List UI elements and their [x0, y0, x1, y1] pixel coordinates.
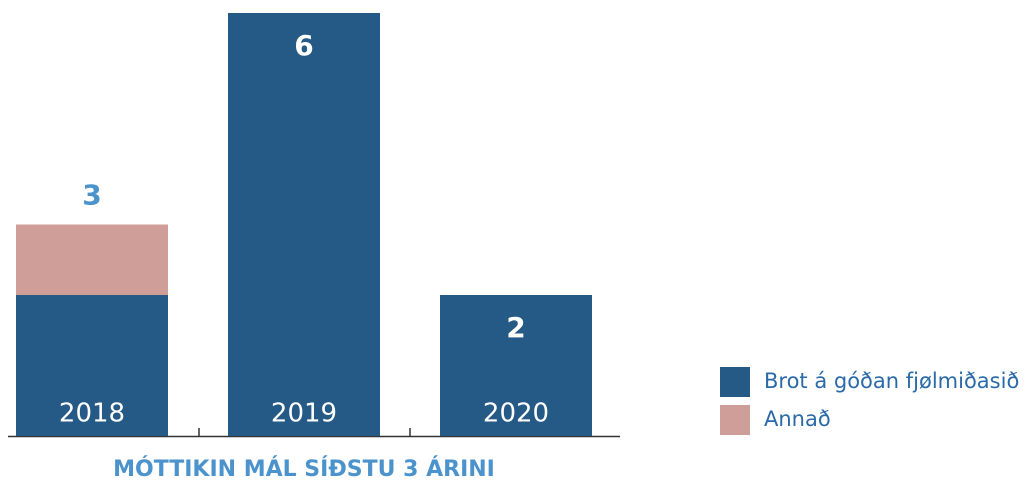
bar-segment — [440, 295, 592, 436]
legend-label: Brot á góðan fjølmiðasið — [764, 369, 1019, 393]
bar-segment — [16, 224, 168, 295]
bar-segment — [228, 13, 380, 436]
x-tick-label: 2019 — [271, 399, 337, 429]
total-label: 2 — [506, 311, 525, 344]
total-label: 3 — [82, 179, 101, 212]
legend-swatch — [720, 367, 750, 397]
bar-segment — [16, 295, 168, 436]
chart-title: MÓTTIKIN MÁL SÍÐSTU 3 ÁRINI — [113, 456, 495, 482]
x-tick-label: 2020 — [483, 399, 549, 429]
total-label: 6 — [294, 29, 313, 62]
legend-swatch — [720, 405, 750, 435]
legend-label: Annað — [764, 407, 831, 431]
x-tick-label: 2018 — [59, 399, 125, 429]
